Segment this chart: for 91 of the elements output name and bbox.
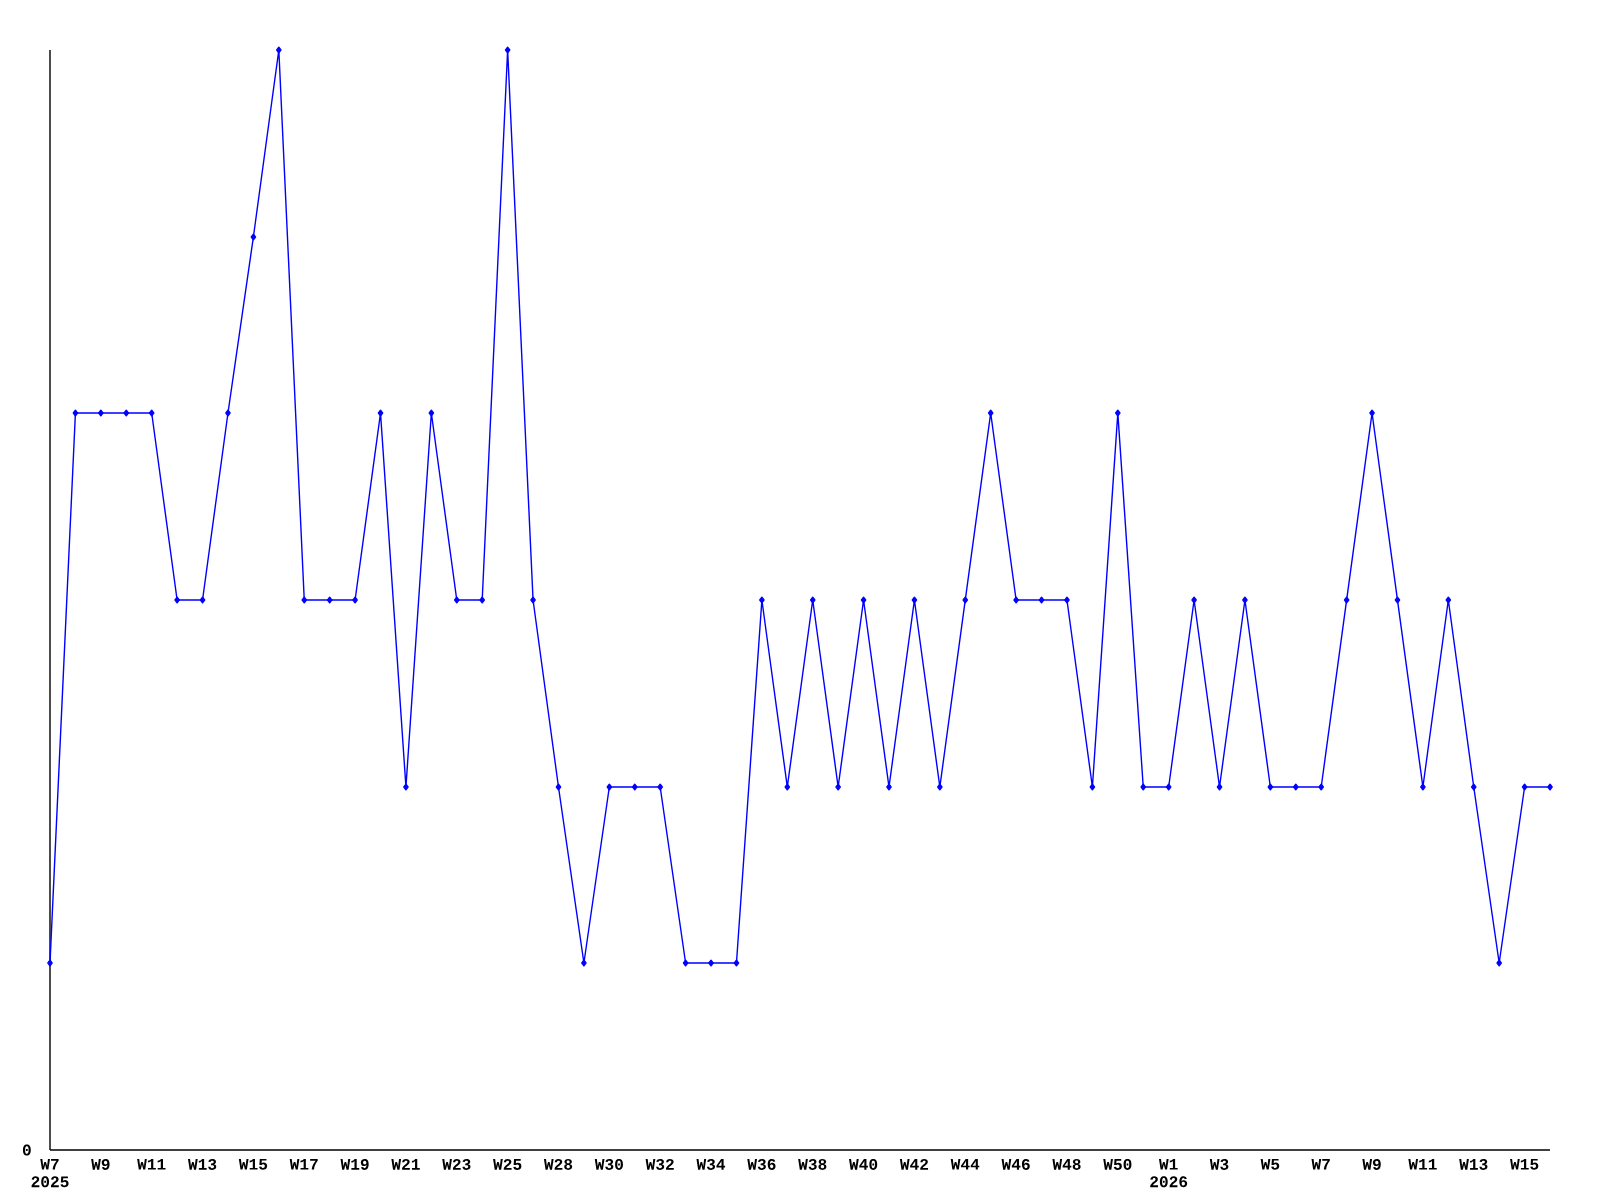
point <box>682 959 689 967</box>
point <box>708 959 714 967</box>
x-tick-label: W7 2025 <box>31 1158 69 1188</box>
point <box>1445 596 1452 604</box>
text: 0 <box>22 1144 31 1156</box>
point <box>1191 596 1197 604</box>
point <box>784 783 791 791</box>
point <box>225 409 231 417</box>
point <box>352 596 358 604</box>
point <box>1064 596 1070 604</box>
point <box>1013 596 1019 604</box>
point <box>530 596 536 604</box>
x-tick-label: W30 <box>594 1158 623 1170</box>
x-tick-label: W1 2026 <box>1150 1158 1188 1188</box>
x-tick-label: W21 <box>391 1158 420 1170</box>
x-tick-label: W48 <box>1052 1158 1081 1170</box>
point <box>555 783 562 791</box>
point <box>1343 596 1350 604</box>
point <box>148 409 155 417</box>
point <box>657 783 663 791</box>
point <box>987 409 994 417</box>
point <box>1089 783 1096 791</box>
point <box>1521 783 1528 791</box>
x-tick-label: W34 <box>696 1158 726 1170</box>
point <box>1242 596 1248 604</box>
point <box>1115 409 1121 417</box>
point <box>1318 783 1325 791</box>
point <box>606 783 613 791</box>
point <box>301 596 308 604</box>
x-tick-label: W13 <box>187 1158 217 1170</box>
point <box>428 409 435 417</box>
x-tick-label: W15 <box>1510 1158 1539 1170</box>
x-tick-label: W13 <box>1459 1158 1488 1170</box>
x-tick-label: W17 <box>289 1158 318 1170</box>
x-tick-label: W15 <box>238 1158 268 1170</box>
point <box>276 46 282 54</box>
point <box>1267 783 1274 791</box>
point <box>98 409 104 417</box>
point <box>809 596 816 604</box>
point <box>504 46 511 54</box>
point <box>1420 783 1426 791</box>
x-tick-label: W9 <box>91 1158 110 1170</box>
point <box>250 233 257 241</box>
point <box>631 783 638 791</box>
point <box>1038 596 1045 604</box>
x-tick-label: W28 <box>543 1158 573 1170</box>
x-tick-label: W5 <box>1260 1158 1280 1170</box>
x-tick-label: W42 <box>899 1158 929 1170</box>
point <box>886 783 892 791</box>
point <box>860 596 867 604</box>
point <box>937 783 943 791</box>
point <box>123 409 130 417</box>
x-tick-label: W32 <box>645 1158 674 1170</box>
point <box>1369 409 1375 417</box>
point <box>1547 783 1553 791</box>
point <box>835 783 841 791</box>
point <box>403 783 409 791</box>
x-tick-label: W25 <box>493 1158 522 1170</box>
point <box>1496 959 1502 967</box>
x-tick-label: W38 <box>798 1158 827 1170</box>
point <box>1394 596 1401 604</box>
point <box>479 596 486 604</box>
x-tick-label: W23 <box>442 1158 471 1170</box>
point <box>47 959 53 967</box>
point <box>1140 783 1147 791</box>
point <box>1165 783 1172 791</box>
point <box>962 596 969 604</box>
x-tick-label: W11 <box>1408 1158 1437 1170</box>
x-tick-label: W36 <box>747 1158 776 1170</box>
point <box>72 409 79 417</box>
point <box>377 409 384 417</box>
x-tick-label: W3 <box>1209 1158 1229 1170</box>
x-tick-label: W19 <box>340 1158 369 1170</box>
x-tick-label: W46 <box>1001 1158 1030 1170</box>
point <box>581 959 587 967</box>
x-tick-label: W11 <box>137 1158 166 1170</box>
x-tick-label: W50 <box>1103 1158 1132 1170</box>
x-tick-label: W44 <box>950 1158 980 1170</box>
point <box>1292 783 1299 791</box>
point <box>733 959 740 967</box>
x-tick-label: W40 <box>849 1158 878 1170</box>
point <box>1216 783 1223 791</box>
point <box>199 596 206 604</box>
x-tick-label: W9 <box>1362 1158 1381 1170</box>
point <box>911 596 918 604</box>
x-tick-label: W7 <box>1311 1158 1330 1170</box>
point <box>759 596 765 604</box>
point <box>326 596 333 604</box>
point <box>453 596 460 604</box>
point <box>1470 783 1477 791</box>
point <box>174 596 180 604</box>
